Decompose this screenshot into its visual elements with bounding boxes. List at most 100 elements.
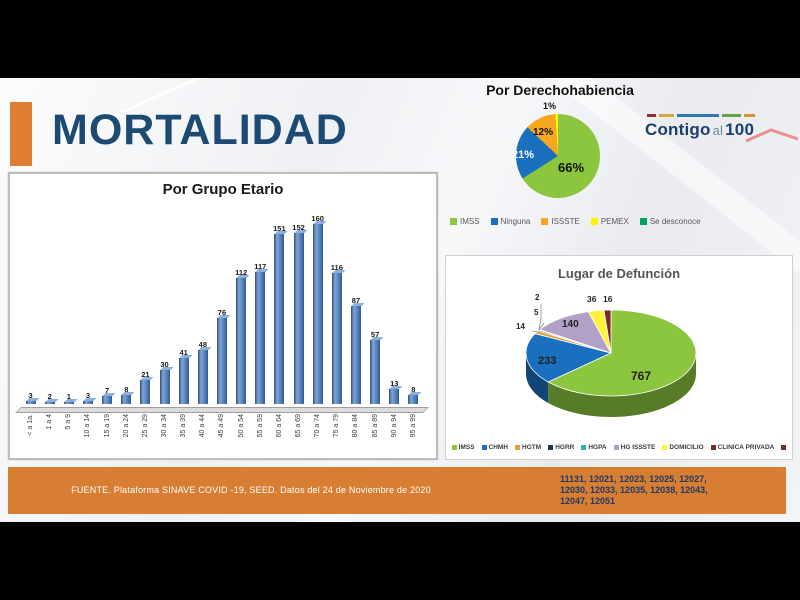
legend-marker [450,218,457,225]
logo-word-al: al [712,123,724,138]
footer-source-text: FUENTE. Plataforma SINAVE COVID -19, SEE… [71,485,431,495]
bar-value-label: 76 [217,308,227,317]
bar-category-label: 5 a 9 [65,414,73,430]
bar-category-label: 15 a 19 [103,414,111,438]
bar-group-20: 8 [404,385,423,404]
bar-value-label: 3 [85,391,91,400]
bar-category-label: 50 a 54 [237,414,245,438]
logo-text: Contigo al 100 [645,120,795,140]
legend-label: HGPA [588,444,607,451]
bar-group-13: 151 [270,224,289,404]
category-slot: 30 a 34 [155,414,174,460]
legend-label: Se desconoce [649,217,701,226]
pie-value-label-domicilio: 36 [587,294,597,304]
chart-floor [15,407,429,413]
bar-value-label: 2 [47,392,52,401]
legend-item-ninguna: Ninguna [490,217,530,226]
legend-item-hgrr: HGRR [548,444,574,451]
bar-group-7: 30 [155,360,174,404]
bar-category-label: 45 a 49 [218,414,226,438]
legend-label: HG ISSSTE [620,444,656,451]
pie-slice-clinica-privada [603,309,612,354]
logo-dash-gold [659,114,674,117]
bar-category-label: 10 a 14 [84,414,92,438]
pie-label-pemex: 1% [543,101,557,111]
age-chart-title: Por Grupo Etario [162,181,284,198]
category-slot: 90 a 94 [385,414,404,460]
bar-category-label: 90 a 94 [390,414,398,438]
bar-series: 3 2 1 3 7 8 21 30 41 48 76 112 117 151 152 160 116 87 57 13… [21,214,423,404]
category-slot: < a 1a. [21,414,40,460]
category-slot: 95 a 99 [404,414,423,460]
bar-group-15: 160 [308,214,327,404]
category-slot: 55 a 59 [251,414,270,460]
bar-value-label: 116 [330,263,343,272]
legend-label: ISSSTE [551,217,580,226]
pie-value-label-clinica-privada: 16 [603,294,613,304]
lugar-defuncion-panel: Lugar de Defunción IMSS CHMH HGTM HGRR HGPA H… [445,255,793,460]
lugar-pie-3d [525,304,697,417]
pie-value-label-hg-issste: 140 [562,319,579,330]
legend-marker-extra [781,445,787,450]
derechohabiencia-title: Por Derechohabiencia [486,82,634,98]
label-leader-line [538,322,545,331]
lugar-title: Lugar de Defunción [557,266,681,281]
legend-item-domicilio: DOMICILIO [662,444,704,451]
contigo-al-100-logo: Contigo al 100 [645,114,799,143]
legend-label: DOMICILIO [669,444,704,451]
logo-zigzag-icon [745,128,799,143]
legend-marker [481,445,487,450]
legend-label: HGTM [522,444,542,451]
bar-value-label: 3 [28,391,33,400]
bar-value-label: 151 [273,224,286,233]
bar [102,396,113,404]
bar-category-label: 55 a 59 [256,414,264,438]
legend-label: CLINICA PRIVADA [717,444,775,451]
bar [82,401,93,404]
category-slot: 80 a 84 [346,414,365,460]
bar [63,402,74,404]
bar-category-label: 25 a 29 [141,414,149,438]
label-leader-line [538,304,542,330]
legend-label: HGRR [555,444,575,451]
bar-group-16: 116 [327,263,346,404]
bar [408,395,419,404]
bar-value-label: 112 [235,268,248,277]
footer-codes-line2: 12030, 12033, 12035, 12038, 12043, [560,485,708,495]
logo-dash-orange [744,114,755,117]
legend-item-pemex: PEMEX [590,217,629,226]
legend-marker [710,445,716,450]
bar [389,389,400,404]
bar-group-10: 76 [212,308,231,404]
bar-category-label: 30 a 34 [161,414,169,438]
bar-category-label: 65 a 69 [295,414,303,438]
bar [331,273,342,404]
bar-value-label: 8 [124,385,129,394]
pie-slice-hg-issste [538,311,612,354]
pie-label-issste: 12% [533,127,554,138]
legend-label: IMSS [458,444,475,451]
legend-item-imss: IMSS [451,444,475,451]
bar-value-label: 48 [198,340,207,349]
legend-marker [590,218,598,225]
title-accent-bar [10,102,32,166]
bar-category-label: 95 a 99 [409,414,417,438]
logo-word-contigo: Contigo [645,120,711,139]
page-title: MORTALIDAD [52,106,348,154]
bar-value-label: 21 [141,370,150,379]
pie-slice-chmh [525,333,613,383]
category-slot: 10 a 14 [78,414,97,460]
bar-group-18: 57 [366,330,385,404]
category-slot: 70 a 74 [308,414,327,460]
bar-category-label: 85 a 89 [371,414,379,438]
bar [159,370,170,404]
category-slot: 75 a 79 [327,414,346,460]
category-slot: 1 a 4 [40,414,59,460]
pie-value-label-hgpa: 2 [535,293,540,302]
bar-group-5: 8 [117,385,136,404]
bar-group-19: 13 [385,379,404,404]
bar-group-0: 3 [21,391,40,404]
legend-marker [613,445,619,450]
pie-slice-imss [547,309,697,397]
age-group-chart-panel: Por Grupo Etario 3 2 1 3 7 8 21 30 41 48 76 112 117 1… [8,172,438,460]
